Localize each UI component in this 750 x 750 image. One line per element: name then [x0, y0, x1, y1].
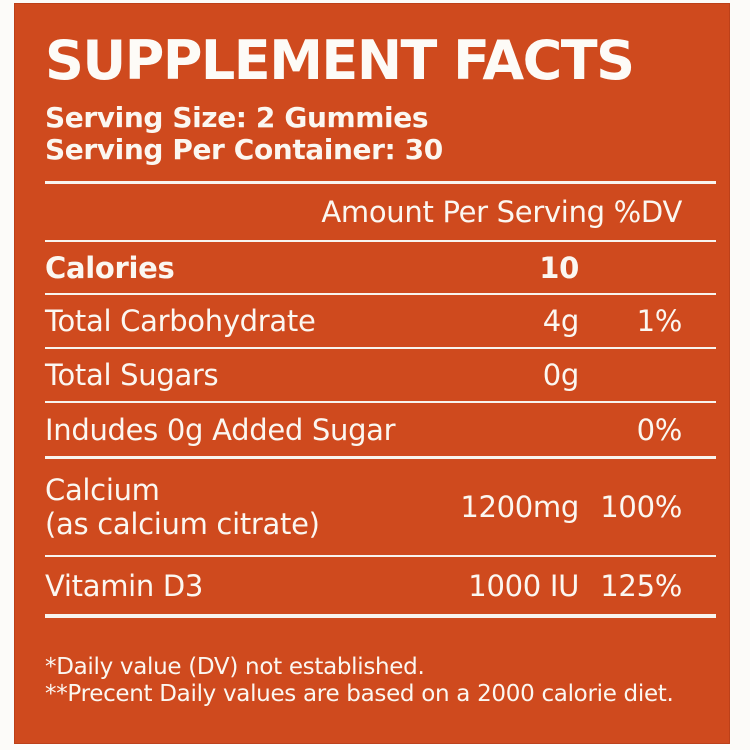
nutrient-dv: 125% [600, 568, 682, 603]
nutrient-row-calories: Calories 10 [45, 242, 716, 293]
nutrient-dv: 100% [600, 490, 682, 524]
nutrient-row-calcium: Calcium (as calcium citrate) 1200mg 100% [45, 459, 716, 555]
rule-4 [45, 401, 716, 403]
nutrient-row-vitamin-d3: Vitamin D3 1000 IU 125% [45, 557, 716, 614]
nutrient-label: Vitamin D3 [45, 568, 204, 603]
nutrient-dv: 1% [636, 304, 683, 338]
nutrient-dv: 0% [636, 412, 683, 447]
nutrient-amount: 10 [539, 250, 579, 285]
rule-5 [45, 456, 716, 459]
nutrient-amount: 0g [542, 358, 580, 392]
nutrient-label: Total Sugars [45, 358, 219, 392]
rule-3 [45, 347, 716, 349]
nutrient-label-group: Calcium (as calcium citrate) [45, 473, 454, 541]
serving-size-line: Serving Size: 2 Gummies [45, 101, 429, 134]
footnotes: *Daily value (DV) not established. **Pre… [45, 654, 716, 708]
rule-header-top [45, 181, 716, 184]
footnote-percent-daily: **Precent Daily values are based on a 20… [45, 681, 674, 707]
nutrient-row-added-sugar: Indudes 0g Added Sugar 0% [45, 403, 716, 456]
nutrient-amount: 1000 IU [468, 568, 579, 603]
rule-1 [45, 240, 716, 242]
footnote-dv: *Daily value (DV) not established. [45, 654, 425, 680]
panel-title: SUPPLEMENT FACTS [45, 29, 635, 92]
nutrient-row-carbohydrate: Total Carbohydrate 4g 1% [45, 295, 716, 347]
nutrient-amount: 4g [542, 304, 580, 338]
rule-bottom [45, 614, 716, 618]
nutrient-label: Total Carbohydrate [45, 304, 316, 338]
columns-header-row: Amount Per Serving %DV [45, 184, 716, 240]
supplement-facts-panel: SUPPLEMENT FACTS Serving Size: 2 Gummies… [14, 3, 730, 744]
rule-6 [45, 555, 716, 557]
nutrient-label: Calcium [45, 473, 160, 507]
nutrient-label: Indudes 0g Added Sugar [45, 412, 396, 447]
nutrient-amount: 1200mg [460, 490, 579, 524]
nutrient-row-sugars: Total Sugars 0g [45, 349, 716, 401]
servings-per-container-line: Serving Per Container: 30 [45, 133, 443, 166]
nutrient-sublabel: (as calcium citrate) [45, 507, 320, 541]
rule-2 [45, 293, 716, 295]
nutrient-label: Calories [45, 250, 175, 285]
columns-header-label: Amount Per Serving %DV [321, 195, 682, 229]
